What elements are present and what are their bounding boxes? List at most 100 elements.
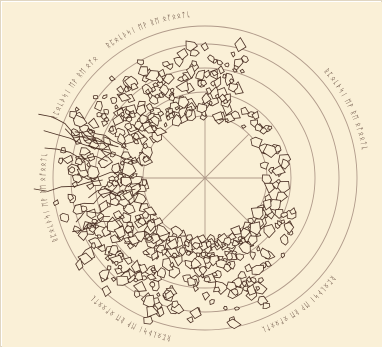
map-fragment — [130, 82, 139, 91]
map-fragment — [118, 92, 132, 102]
map-fragment — [206, 240, 212, 249]
map-fragment — [108, 125, 115, 132]
map-fragment — [214, 242, 219, 248]
map-fragment — [240, 124, 247, 129]
map-fragment — [216, 59, 224, 66]
map-fragment — [131, 230, 146, 243]
map-fragment — [267, 125, 273, 130]
map-fragment — [86, 161, 91, 168]
map-fragment — [175, 79, 189, 92]
map-fragment — [133, 120, 144, 130]
fragment-ring — [33, 37, 297, 330]
map-fragment — [116, 107, 125, 117]
map-fragment — [103, 108, 109, 115]
map-fragment — [148, 94, 159, 105]
map-fragment — [114, 104, 119, 110]
map-fragment — [94, 100, 103, 112]
map-fragment — [280, 158, 290, 170]
map-fragment — [101, 94, 108, 100]
map-fragment — [122, 190, 133, 202]
map-fragment — [218, 65, 225, 75]
map-fragment — [259, 247, 271, 260]
map-strand — [33, 179, 103, 192]
map-fragment — [152, 82, 160, 88]
map-fragment — [96, 243, 106, 252]
map-fragment — [77, 252, 93, 266]
map-fragment — [169, 261, 175, 268]
map-fragment — [116, 85, 125, 94]
map-fragment — [250, 207, 264, 220]
map-fragment — [132, 280, 147, 292]
map-fragment — [145, 70, 160, 82]
map-fragment — [200, 79, 208, 87]
map-fragment — [96, 111, 103, 118]
map-fragment — [156, 267, 166, 279]
map-fragment — [183, 240, 190, 248]
map-fragment — [128, 112, 136, 119]
map-fragment — [211, 111, 224, 121]
map-fragment — [142, 155, 151, 163]
map-fragment — [192, 285, 199, 293]
map-fragment — [279, 233, 289, 246]
map-strand — [64, 128, 119, 148]
map-fragment — [274, 209, 284, 219]
map-fragment — [133, 277, 139, 283]
map-fragment — [113, 225, 126, 239]
map-fragment — [123, 85, 130, 93]
map-fragment — [72, 225, 82, 235]
map-fragment — [167, 108, 173, 115]
map-fragment — [142, 206, 157, 216]
map-strand — [72, 216, 122, 233]
map-fragment — [246, 275, 252, 283]
map-fragment — [139, 114, 148, 124]
map-fragment — [289, 207, 297, 215]
map-fragment — [207, 237, 217, 245]
map-fragment — [106, 181, 114, 188]
map-fragment — [124, 122, 133, 131]
map-fragment — [201, 92, 212, 105]
map-fragment — [230, 288, 239, 296]
map-fragment — [156, 306, 165, 318]
map-fragment — [87, 128, 94, 134]
map-fragment — [239, 68, 246, 74]
map-fragment — [213, 286, 221, 293]
map-fragment — [117, 132, 126, 145]
grid-ring — [52, 25, 358, 331]
map-fragment — [181, 73, 190, 82]
map-fragment — [222, 73, 227, 79]
map-fragment — [186, 316, 194, 324]
grid-spoke — [204, 177, 250, 223]
map-fragment — [143, 315, 153, 325]
grid-spoke — [160, 177, 206, 223]
map-fragment — [106, 216, 121, 233]
map-fragment — [226, 318, 242, 330]
map-fragment — [197, 234, 207, 244]
map-fragment — [233, 58, 244, 68]
map-fragment — [205, 87, 213, 96]
map-fragment — [166, 237, 179, 250]
map-fragment — [244, 263, 253, 273]
map-fragment — [165, 114, 171, 121]
map-fragment — [237, 271, 247, 279]
map-fragment — [76, 160, 87, 172]
map-fragment — [123, 256, 133, 265]
map-fragment — [72, 203, 83, 215]
map-fragment — [126, 242, 135, 250]
map-fragment — [119, 271, 132, 280]
map-fragment — [250, 136, 263, 149]
map-fragment — [224, 118, 229, 123]
map-fragment — [171, 252, 178, 259]
map-fragment — [209, 299, 215, 306]
map-fragment — [240, 55, 249, 63]
map-fragment — [87, 165, 100, 180]
map-fragment — [185, 65, 196, 80]
map-fragment — [230, 51, 236, 58]
map-fragment — [235, 253, 244, 261]
map-fragment — [249, 221, 261, 236]
map-strand — [38, 113, 103, 143]
map-fragment — [178, 247, 186, 257]
map-fragment — [94, 224, 100, 230]
map-fragment — [79, 147, 91, 156]
map-fragment — [133, 139, 140, 145]
